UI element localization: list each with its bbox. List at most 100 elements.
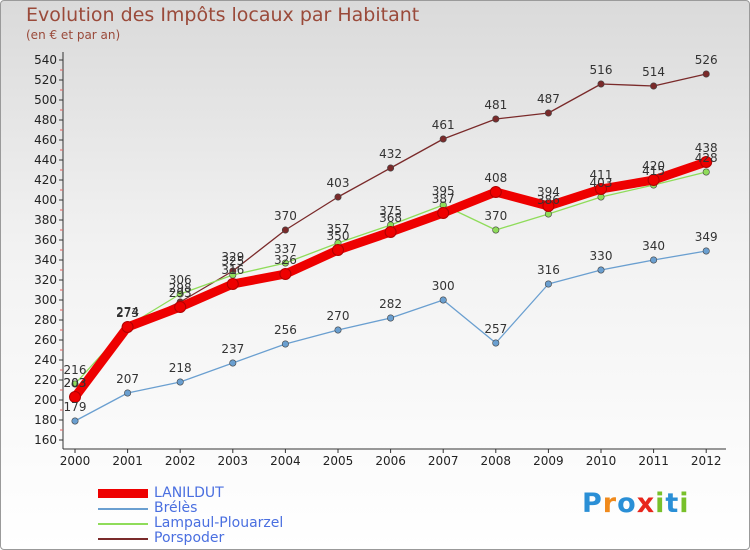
y-tick-label: 260 — [34, 333, 57, 347]
data-label: 386 — [537, 193, 560, 207]
data-label: 340 — [642, 239, 665, 253]
chart-subtitle: (en € et par an) — [26, 28, 121, 42]
data-label: 420 — [642, 159, 665, 173]
data-point — [647, 174, 660, 186]
y-tick-label: 500 — [34, 93, 57, 107]
data-point — [281, 340, 289, 348]
data-point — [650, 256, 658, 264]
data-label: 411 — [590, 168, 613, 182]
logo-letter: P — [582, 488, 603, 519]
data-point — [544, 109, 552, 117]
data-point — [387, 164, 395, 172]
logo-letter: i — [655, 488, 666, 519]
data-label: 395 — [432, 184, 455, 198]
logo-letter: o — [617, 488, 637, 519]
data-point — [542, 200, 555, 212]
legend-label: Porspoder — [154, 530, 225, 546]
data-label: 298 — [169, 281, 192, 295]
data-label: 514 — [642, 65, 665, 79]
data-point — [281, 226, 289, 234]
data-label: 481 — [484, 98, 507, 112]
y-tick-label: 420 — [34, 173, 57, 187]
legend-swatch — [98, 522, 148, 525]
data-label: 387 — [432, 192, 455, 206]
data-label: 300 — [432, 279, 455, 293]
data-point — [334, 193, 342, 201]
data-point — [439, 296, 447, 304]
data-point — [492, 339, 500, 347]
y-tick-label: 460 — [34, 133, 57, 147]
data-label: 274 — [116, 305, 139, 319]
data-label: 218 — [169, 361, 192, 375]
data-label: 270 — [327, 309, 350, 323]
data-label: 350 — [327, 229, 350, 243]
data-label: 403 — [590, 176, 613, 190]
logo-letter: r — [602, 488, 618, 519]
data-point — [384, 226, 397, 238]
data-label: 325 — [221, 254, 244, 268]
x-tick-label: 2007 — [428, 454, 459, 468]
y-tick-label: 540 — [34, 53, 57, 67]
data-label: 293 — [169, 286, 192, 300]
data-label: 203 — [64, 376, 87, 390]
x-tick-label: 2012 — [691, 454, 722, 468]
data-point — [71, 417, 79, 425]
data-label: 357 — [327, 222, 350, 236]
data-point — [279, 268, 292, 280]
data-point — [69, 391, 81, 403]
data-label: 282 — [379, 297, 402, 311]
legend-label: LANILDUT — [154, 485, 224, 501]
x-tick-label: 2008 — [481, 454, 512, 468]
data-point — [702, 247, 710, 255]
data-label: 403 — [327, 176, 350, 190]
data-label: 330 — [590, 249, 613, 263]
data-label: 274 — [116, 305, 139, 319]
data-label: 432 — [379, 147, 402, 161]
legend-label: Brélès — [154, 500, 198, 516]
x-tick-label: 2006 — [375, 454, 406, 468]
x-tick-label: 2000 — [60, 454, 91, 468]
data-label: 316 — [221, 263, 244, 277]
data-label: 326 — [274, 253, 297, 267]
legend-item: LANILDUT — [98, 486, 358, 501]
data-point — [700, 156, 713, 168]
x-tick-label: 2004 — [270, 454, 301, 468]
data-point — [702, 70, 710, 78]
y-tick-label: 200 — [34, 393, 57, 407]
x-tick-label: 2009 — [533, 454, 564, 468]
legend-item: Porspoder — [98, 531, 358, 546]
data-label: 408 — [484, 171, 507, 185]
data-point — [124, 389, 132, 397]
data-label: 438 — [695, 141, 718, 155]
y-tick-label: 340 — [34, 253, 57, 267]
data-label: 461 — [432, 118, 455, 132]
y-tick-label: 160 — [34, 433, 57, 447]
y-tick-label: 220 — [34, 373, 57, 387]
logo-letter: t — [665, 488, 680, 519]
data-label: 370 — [484, 209, 507, 223]
proxiti-logo: Proxiti — [582, 488, 690, 519]
data-label: 487 — [537, 92, 560, 106]
data-label: 516 — [590, 63, 613, 77]
data-point — [226, 278, 239, 290]
plot-area — [63, 52, 726, 449]
legend-item: Brélès — [98, 501, 358, 516]
data-point — [544, 280, 552, 288]
data-label: 368 — [379, 211, 402, 225]
y-tick-label: 380 — [34, 213, 57, 227]
data-label: 370 — [274, 209, 297, 223]
data-point — [492, 226, 500, 234]
data-point — [332, 244, 344, 256]
data-point — [387, 314, 395, 322]
data-label: 375 — [379, 204, 402, 218]
data-label: 329 — [221, 250, 244, 264]
data-point — [650, 82, 658, 90]
y-tick-label: 320 — [34, 273, 57, 287]
data-point — [176, 290, 184, 298]
x-tick-label: 2002 — [165, 454, 196, 468]
data-point — [281, 259, 289, 267]
x-tick-label: 2011 — [638, 454, 669, 468]
chart-title: Evolution des Impôts locaux par Habitant — [26, 4, 420, 26]
y-tick-label: 480 — [34, 113, 57, 127]
